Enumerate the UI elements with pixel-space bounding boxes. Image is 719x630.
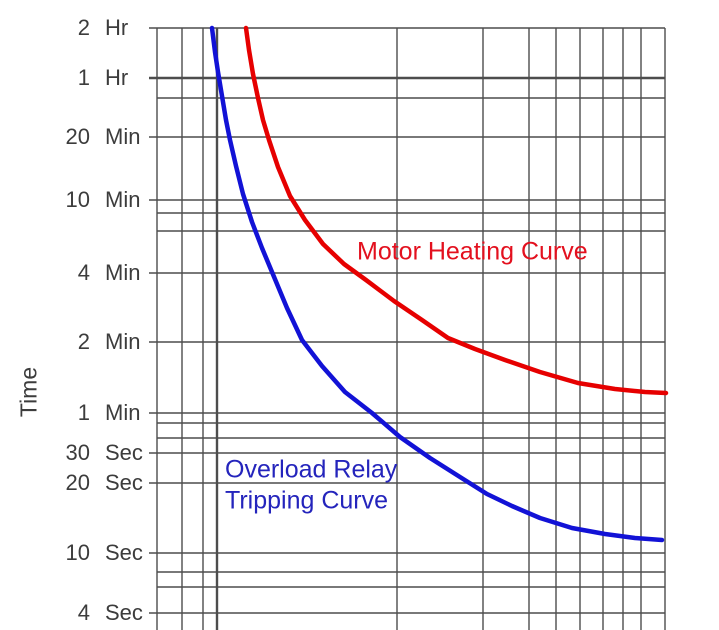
y-tick-label: 2 Min — [0, 329, 150, 355]
y-tick-label: 2 Hr — [0, 15, 150, 41]
y-tick-unit: Sec — [105, 470, 143, 495]
y-tick-value: 4 — [77, 260, 90, 285]
overload-relay-label-line2: Tripping Curve — [225, 486, 389, 515]
y-tick-unit: Hr — [105, 65, 129, 90]
y-tick-unit: Min — [105, 400, 141, 425]
y-tick-label: 1 Min — [0, 400, 150, 426]
y-tick-label: 20 Sec — [0, 470, 150, 496]
y-tick-value: 2 — [77, 15, 90, 40]
y-tick-value: 2 — [77, 329, 90, 354]
y-tick-unit: Min — [105, 329, 141, 354]
overload-relay-label-line1: Overload Relay — [225, 455, 398, 484]
y-tick-unit: Sec — [105, 540, 143, 565]
y-tick-value: 1 — [77, 65, 90, 90]
motor-heating-curve — [243, 25, 669, 396]
y-tick-value: 1 — [77, 400, 90, 425]
motor-heating-curve-label: Motor Heating Curve — [357, 237, 588, 266]
y-tick-label: 20 Min — [0, 124, 150, 150]
y-tick-unit: Sec — [105, 440, 143, 465]
y-tick-value: 20 — [65, 470, 90, 495]
y-tick-unit: Min — [105, 187, 141, 212]
y-tick-unit: Sec — [105, 600, 143, 625]
y-tick-value: 20 — [65, 124, 90, 149]
y-tick-unit: Hr — [105, 15, 129, 40]
y-tick-label: 30 Sec — [0, 440, 150, 466]
y-tick-value: 4 — [77, 600, 90, 625]
overload-relay-tripping-curve — [209, 25, 665, 543]
y-tick-label: 4 Min — [0, 260, 150, 286]
y-tick-label: 10 Sec — [0, 540, 150, 566]
y-tick-unit: Min — [105, 260, 141, 285]
y-tick-value: 10 — [65, 540, 90, 565]
y-tick-label: 4 Sec — [0, 600, 150, 626]
y-tick-value: 30 — [65, 440, 90, 465]
y-tick-value: 10 — [65, 187, 90, 212]
y-tick-label: 10 Min — [0, 187, 150, 213]
y-tick-unit: Min — [105, 124, 141, 149]
y-tick-label: 1 Hr — [0, 65, 150, 91]
